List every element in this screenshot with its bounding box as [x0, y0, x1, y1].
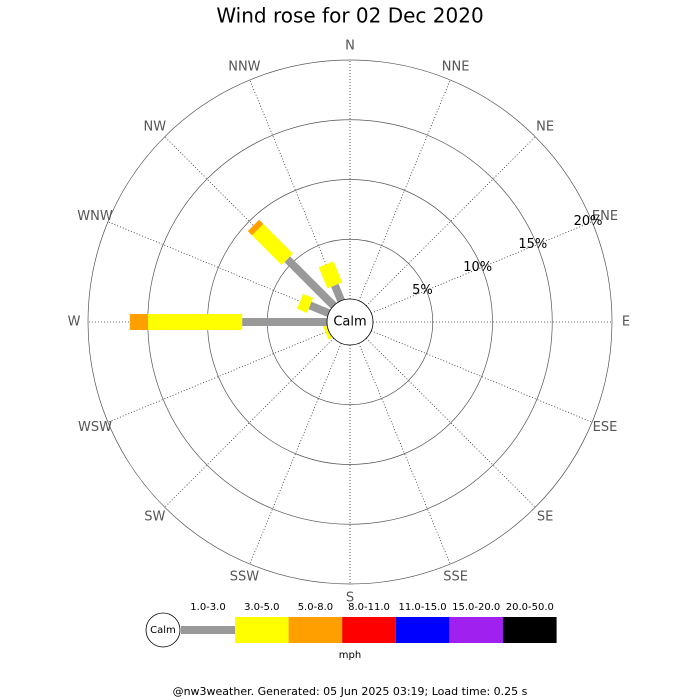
- direction-label: WSW: [78, 420, 112, 435]
- legend-swatch: [395, 617, 450, 643]
- ring-label: 5%: [412, 283, 433, 298]
- direction-label: SW: [144, 510, 165, 525]
- footer: @nw3weather. Generated: 05 Jun 2025 03:1…: [173, 685, 528, 698]
- wind-bar: [242, 318, 327, 326]
- legend-label: 1.0-3.0: [190, 602, 225, 613]
- wind-bar: [318, 261, 343, 289]
- ring-label: 20%: [574, 214, 603, 229]
- spoke: [107, 330, 329, 423]
- spoke: [107, 221, 329, 314]
- legend-label: 3.0-5.0: [244, 602, 279, 613]
- spoke: [358, 343, 451, 565]
- legend-label: 8.0-11.0: [348, 602, 390, 613]
- wind-bar: [129, 314, 148, 330]
- spoke: [365, 136, 536, 307]
- legend-label: 5.0-8.0: [298, 602, 333, 613]
- calm-label: Calm: [333, 315, 366, 330]
- spoke: [365, 337, 536, 508]
- spoke: [371, 221, 593, 314]
- spoke: [371, 330, 593, 423]
- direction-label: NE: [536, 119, 554, 134]
- direction-label: E: [622, 315, 630, 330]
- direction-label: NW: [144, 119, 167, 134]
- legend-calm-label: Calm: [150, 625, 176, 636]
- direction-label: ENE: [592, 209, 618, 224]
- wind-bar: [247, 219, 264, 236]
- spoke: [249, 79, 342, 301]
- units-label: mph: [339, 650, 361, 661]
- wind-bar: [331, 283, 345, 303]
- spoke: [164, 337, 335, 508]
- wind-bar: [296, 293, 314, 313]
- legend-calm-circle: [145, 612, 181, 648]
- direction-label: SSW: [230, 569, 260, 584]
- legend-label: 15.0-20.0: [452, 602, 500, 613]
- legend-swatch: [288, 617, 343, 643]
- direction-label: NNW: [228, 60, 260, 75]
- wind-bar: [322, 323, 332, 340]
- direction-label: S: [346, 591, 354, 606]
- wind-bar: [284, 256, 337, 309]
- direction-label: N: [345, 39, 355, 54]
- direction-label: NNE: [442, 60, 470, 75]
- direction-label: W: [68, 315, 81, 330]
- ring-label: 15%: [518, 237, 547, 252]
- wind-bar: [308, 301, 331, 317]
- calm-circle: [326, 298, 374, 346]
- direction-label: SSE: [443, 569, 468, 584]
- legend-swatch: [449, 617, 503, 643]
- ring: [87, 59, 613, 585]
- direction-label: WNW: [77, 209, 113, 224]
- chart-title: Wind rose for 02 Dec 2020: [216, 4, 483, 28]
- wind-bar: [252, 224, 293, 265]
- legend-swatch: [235, 617, 289, 643]
- legend-swatch: [342, 617, 396, 643]
- ring-label: 10%: [463, 260, 492, 275]
- direction-label: ESE: [593, 420, 618, 435]
- direction-label: SE: [537, 510, 553, 525]
- legend-swatch: [181, 626, 235, 634]
- legend-label: 11.0-15.0: [399, 602, 447, 613]
- spoke: [249, 343, 342, 565]
- wind-bar: [147, 314, 243, 330]
- spoke: [358, 79, 451, 301]
- legend-label: 20.0-50.0: [506, 602, 554, 613]
- legend-swatch: [503, 617, 557, 643]
